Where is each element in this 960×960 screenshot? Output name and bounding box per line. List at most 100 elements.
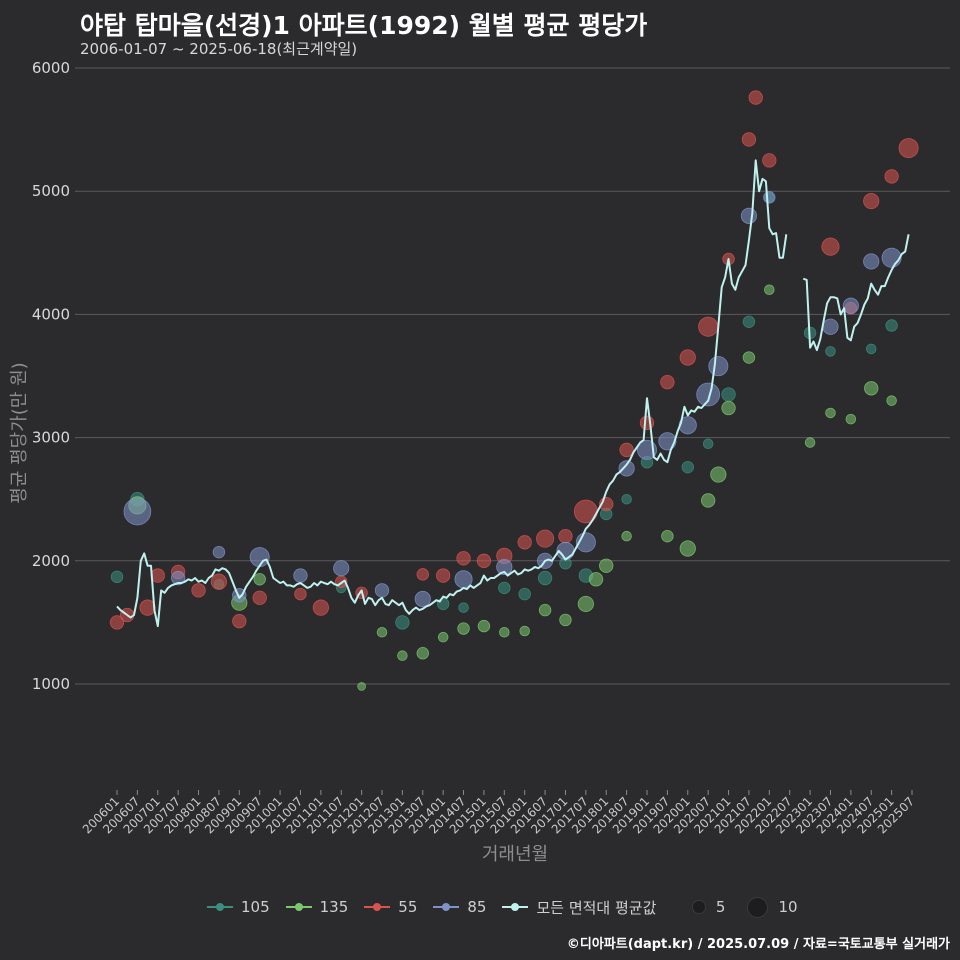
average-line — [116, 159, 910, 628]
scatter-point-105 — [537, 570, 553, 586]
scatter-point-55 — [476, 553, 492, 568]
scatter-point-55 — [232, 614, 247, 629]
scatter-point-135 — [519, 625, 530, 637]
legend-label: 모든 면적대 평균값 — [536, 898, 657, 917]
y-tick-label: 6000 — [32, 59, 70, 77]
legend-label: 85 — [467, 898, 487, 916]
scatter-point-105 — [621, 493, 632, 505]
scatter-point-85 — [708, 356, 729, 377]
legend-item: 135 — [284, 897, 349, 917]
scatter-point-135 — [538, 603, 552, 617]
scatter-point-135 — [679, 540, 696, 557]
legend-key-icon — [362, 897, 392, 917]
scatter-point-55 — [416, 568, 429, 581]
legend-item: 55 — [362, 897, 417, 917]
scatter-point-55 — [748, 90, 763, 105]
scatter-point-55 — [109, 615, 125, 630]
scatter-point-85 — [414, 590, 431, 608]
scatter-point-135 — [742, 351, 756, 364]
legend-key-icon — [205, 897, 235, 917]
chart-title: 야탑 탑마을(선경)1 아파트(1992) 월별 평균 평당가 — [80, 11, 648, 40]
scatter-point-135 — [357, 682, 366, 691]
scatter-point-85 — [881, 247, 902, 268]
legend-key-icon — [431, 897, 461, 917]
legend-key-icon — [284, 897, 314, 917]
scatter-point-55 — [210, 573, 228, 590]
scatter-point-135 — [661, 529, 674, 543]
legend-label: 135 — [319, 898, 349, 916]
scatter-point-85 — [740, 207, 758, 224]
scatter-point-85 — [293, 568, 308, 583]
scatter-point-135 — [397, 650, 408, 661]
scatter-point-55 — [191, 583, 206, 598]
scatter-point-55 — [741, 132, 757, 147]
scatter-point-135 — [825, 407, 836, 419]
scatter-point-55 — [679, 349, 696, 366]
legend-size-item: 10 — [747, 896, 798, 918]
scatter-point-55 — [863, 192, 880, 210]
scatter-point-85 — [863, 253, 880, 270]
legend-item: 모든 면적대 평균값 — [500, 897, 656, 918]
average-line-segment-1 — [116, 159, 788, 628]
scatter-point-85 — [333, 560, 350, 577]
scatter-point-135 — [588, 572, 604, 587]
chart-subtitle: 2006-01-07 ~ 2025-06-18(최근계약일) — [80, 40, 358, 58]
scatter-point-105 — [721, 387, 736, 402]
scatter-point-55 — [619, 442, 634, 458]
y-axis-ticks: 1000 2000 3000 4000 5000 6000 — [32, 59, 70, 693]
y-tick-label: 1000 — [32, 675, 70, 693]
scatter-point-55 — [536, 529, 555, 548]
scatter-point-135 — [376, 627, 388, 638]
scatter-point-85 — [374, 583, 390, 598]
scatter-point-55 — [698, 316, 719, 337]
x-axis-label: 거래년월 — [481, 844, 549, 865]
scatter-point-85 — [496, 558, 513, 576]
scatter-point-135 — [457, 622, 470, 635]
scatter-point-55 — [762, 153, 777, 168]
legend-label: 105 — [241, 898, 270, 916]
scatter-point-135 — [621, 530, 632, 542]
scatter-point-105 — [518, 587, 531, 601]
scatter-point-55 — [456, 551, 471, 566]
scatter-point-135 — [864, 381, 879, 396]
scatter-point-85 — [618, 460, 635, 477]
scatter-point-105 — [498, 581, 511, 595]
scatter-point-135 — [559, 613, 572, 627]
scatter-point-105 — [458, 602, 469, 613]
scatter-point-105 — [702, 438, 714, 450]
scatter-point-85 — [696, 382, 721, 407]
x-axis-ticks: 2006012006072007012007072008012008072009… — [80, 790, 917, 837]
scatter-point-135 — [577, 595, 594, 613]
scatter-point-135 — [416, 647, 429, 660]
scatter-point-135 — [710, 466, 727, 483]
y-tick-label: 4000 — [32, 305, 70, 323]
scatter-point-105 — [742, 315, 756, 328]
scatter-point-55 — [558, 529, 573, 544]
legend-size-label: 5 — [715, 898, 726, 916]
scatter-point-135 — [499, 627, 510, 638]
legend-item: 85 — [431, 897, 486, 917]
scatter-point-135 — [804, 437, 816, 448]
scatter-point-55 — [884, 169, 899, 184]
scatter-point-135 — [253, 573, 266, 586]
scatter-point-85 — [212, 545, 226, 559]
scatter-point-85 — [763, 191, 776, 204]
average-line-segment-2 — [802, 234, 910, 352]
scatter-point-105 — [395, 615, 410, 630]
scatter-point-55 — [312, 599, 329, 616]
scatter-point-105 — [885, 319, 898, 332]
scatter-point-105 — [110, 570, 124, 584]
scatter-point-55 — [294, 587, 307, 601]
legend-label: 55 — [398, 898, 418, 916]
scatter-point-85 — [822, 318, 839, 335]
size-dot-icon — [692, 900, 706, 914]
scatter-point-55 — [436, 568, 451, 583]
y-tick-label: 3000 — [32, 429, 70, 447]
legend-key-icon — [500, 897, 530, 917]
scatter-points — [109, 90, 919, 691]
scatter-point-55 — [517, 535, 532, 550]
scatter-point-135 — [701, 493, 716, 508]
scatter-point-105 — [436, 597, 450, 611]
scatter-point-55 — [252, 590, 267, 605]
